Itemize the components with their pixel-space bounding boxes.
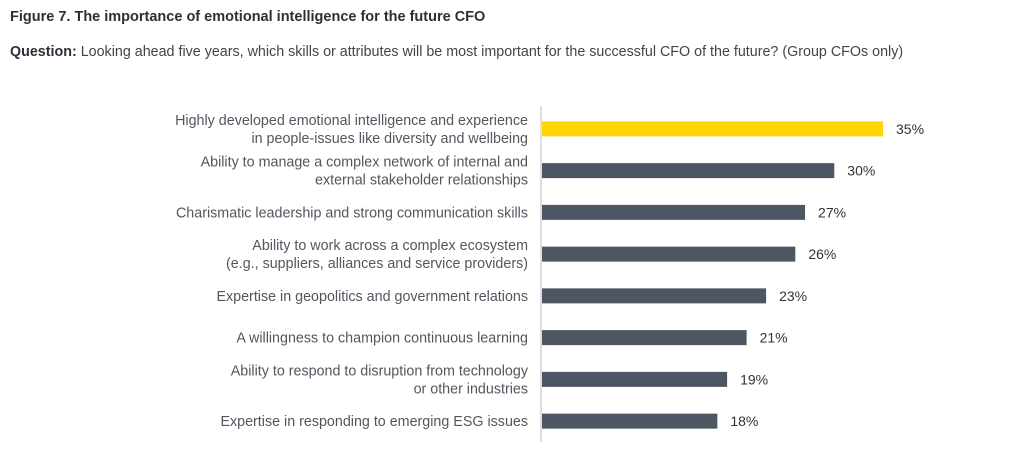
bar-7 xyxy=(542,371,728,387)
value-label-6: 21% xyxy=(760,330,788,346)
bar-4 xyxy=(542,246,796,262)
category-label-6: A willingness to champion continuous lea… xyxy=(236,331,528,347)
category-label-7: Ability to respond to disruption from te… xyxy=(231,363,529,397)
category-label-4: Ability to work across a complex ecosyst… xyxy=(226,238,528,272)
bar-2 xyxy=(542,163,835,179)
category-label-1: Highly developed emotional intelligence … xyxy=(175,113,528,147)
value-label-8: 18% xyxy=(730,413,758,429)
bar-3 xyxy=(542,204,806,220)
bar-8 xyxy=(542,413,718,429)
category-label-5: Expertise in geopolitics and government … xyxy=(216,289,528,305)
question-text: Question: Looking ahead five years, whic… xyxy=(10,44,903,60)
category-label-8: Expertise in responding to emerging ESG … xyxy=(220,414,528,430)
bar-5 xyxy=(542,288,767,304)
value-label-1: 35% xyxy=(896,121,924,137)
value-label-4: 26% xyxy=(808,246,836,262)
question-label: Question: xyxy=(10,44,77,60)
value-label-7: 19% xyxy=(740,371,768,387)
bar-1 xyxy=(542,121,883,137)
category-label-3: Charismatic leadership and strong commun… xyxy=(176,205,528,221)
figure-title: Figure 7. The importance of emotional in… xyxy=(10,9,486,25)
category-label-2: Ability to manage a complex network of i… xyxy=(201,155,528,189)
value-label-5: 23% xyxy=(779,288,807,304)
value-label-3: 27% xyxy=(818,204,846,220)
bar-6 xyxy=(542,330,747,346)
value-label-2: 30% xyxy=(847,163,875,179)
question-body: Looking ahead five years, which skills o… xyxy=(76,44,904,60)
